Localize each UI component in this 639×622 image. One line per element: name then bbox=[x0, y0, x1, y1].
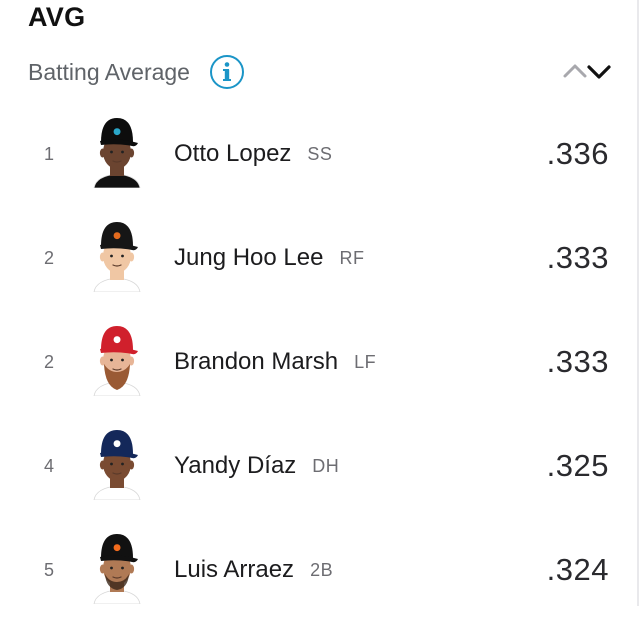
player-info: Luis Arraez 2B bbox=[174, 518, 333, 622]
panel-edge bbox=[637, 0, 639, 606]
player-name[interactable]: Brandon Marsh bbox=[174, 348, 339, 375]
player-avatar[interactable]: ● bbox=[92, 424, 142, 501]
stat-value: .336 bbox=[546, 136, 609, 171]
player-position: RF bbox=[339, 247, 365, 268]
player-row[interactable]: 2 ● Jung Hoo Lee RF .333 bbox=[0, 206, 637, 310]
player-row[interactable]: 4 ● Yandy Díaz DH .325 bbox=[0, 414, 637, 518]
player-list: 1 ● Otto Lopez SS .336 2 ● Jung Hoo Lee RF .333 2 ●… bbox=[0, 102, 637, 622]
player-position: 2B bbox=[310, 559, 334, 580]
player-name[interactable]: Yandy Díaz bbox=[174, 452, 297, 479]
leaderboard-header: AVG Batting Average bbox=[28, 2, 618, 102]
svg-text:●: ● bbox=[113, 127, 121, 137]
stat-value: .324 bbox=[546, 552, 609, 587]
player-name[interactable]: Otto Lopez bbox=[174, 140, 292, 167]
stat-value: .333 bbox=[546, 240, 609, 275]
chevron-down-icon bbox=[587, 65, 611, 79]
player-info: Brandon Marsh LF bbox=[174, 310, 376, 414]
svg-text:●: ● bbox=[113, 231, 121, 241]
chevron-up-icon bbox=[563, 64, 587, 78]
stat-value: .333 bbox=[546, 344, 609, 379]
player-rank: 2 bbox=[44, 247, 55, 268]
player-position: DH bbox=[312, 455, 340, 476]
player-rank: 2 bbox=[44, 351, 55, 372]
player-info: Jung Hoo Lee RF bbox=[174, 206, 364, 310]
info-icon[interactable] bbox=[209, 55, 244, 89]
player-info: Yandy Díaz DH bbox=[174, 414, 339, 518]
player-name[interactable]: Jung Hoo Lee bbox=[174, 244, 324, 271]
player-position: SS bbox=[307, 143, 333, 164]
player-rank: 4 bbox=[44, 455, 55, 476]
player-position: LF bbox=[354, 351, 377, 372]
svg-text:●: ● bbox=[113, 335, 121, 345]
stat-title: AVG bbox=[28, 2, 86, 32]
player-name[interactable]: Luis Arraez bbox=[174, 556, 295, 583]
sort-toggle-button[interactable] bbox=[562, 60, 614, 84]
player-avatar[interactable]: ● bbox=[92, 216, 142, 293]
player-avatar[interactable]: ● bbox=[92, 528, 142, 605]
player-row[interactable]: 5 ● Luis Arraez 2B .324 bbox=[0, 518, 637, 622]
svg-text:●: ● bbox=[113, 439, 121, 449]
player-row[interactable]: 2 ● Brandon Marsh LF .333 bbox=[0, 310, 637, 414]
subtitle-row: Batting Average bbox=[28, 50, 244, 94]
stat-value: .325 bbox=[546, 448, 609, 483]
player-row[interactable]: 1 ● Otto Lopez SS .336 bbox=[0, 102, 637, 206]
player-avatar[interactable]: ● bbox=[92, 320, 142, 397]
player-avatar[interactable]: ● bbox=[92, 112, 142, 189]
player-rank: 1 bbox=[44, 143, 55, 164]
svg-text:●: ● bbox=[113, 543, 121, 553]
player-rank: 5 bbox=[44, 559, 55, 580]
player-info: Otto Lopez SS bbox=[174, 102, 332, 206]
stat-subtitle: Batting Average bbox=[28, 58, 190, 85]
